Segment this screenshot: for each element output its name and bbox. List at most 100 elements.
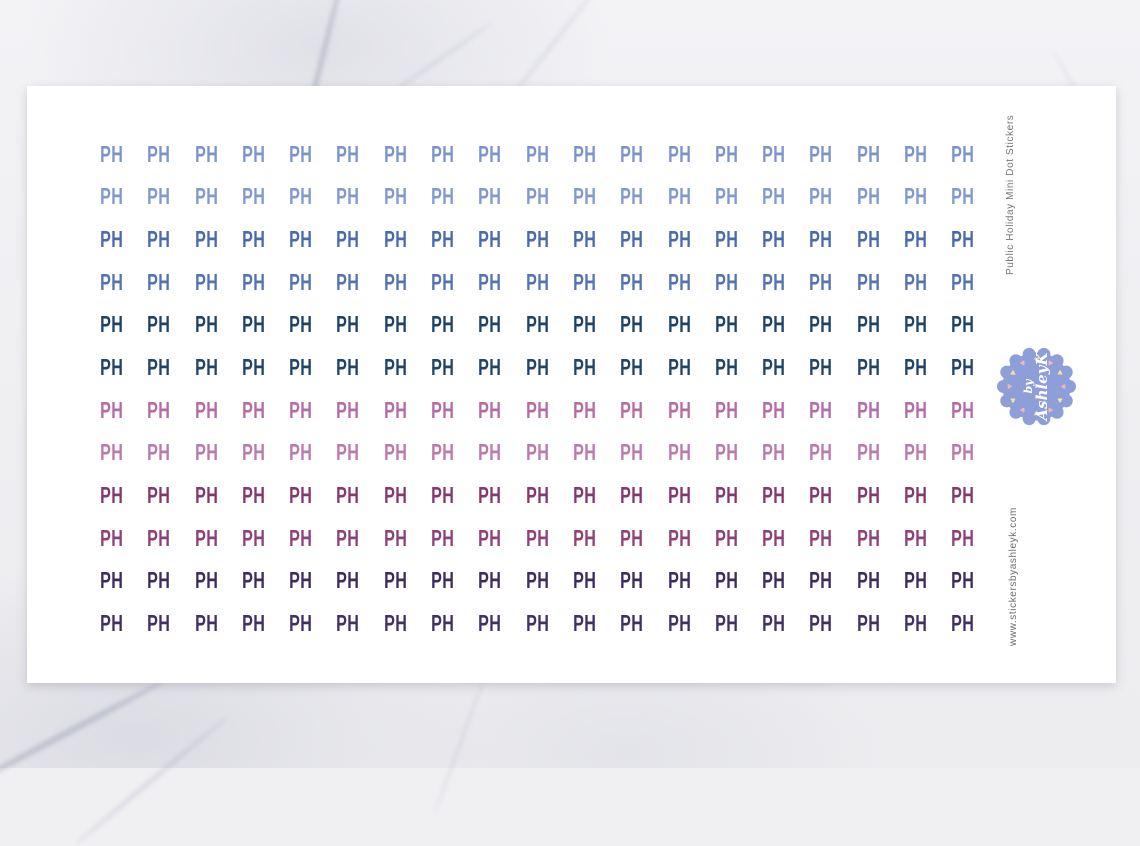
sticker: PH <box>714 354 739 381</box>
sticker: PH <box>478 481 502 508</box>
sticker: PH <box>525 481 549 508</box>
sticker: PH <box>573 439 597 466</box>
sticker: PH <box>100 396 124 423</box>
sticker: PH <box>620 140 644 167</box>
sticker: PH <box>904 396 928 423</box>
sticker: PH <box>762 226 786 253</box>
sticker: PH <box>431 439 455 466</box>
sticker: PH <box>667 524 691 551</box>
sticker: PH <box>904 524 928 551</box>
sticker: PH <box>573 226 597 253</box>
heart-icon: ♥ <box>1007 395 1018 405</box>
sticker: PH <box>809 311 833 338</box>
sticker: PH <box>714 524 739 551</box>
sticker: PH <box>194 354 218 381</box>
sticker: PH <box>714 396 739 423</box>
heart-icon: ♥ <box>1054 395 1065 405</box>
sticker: PH <box>431 396 455 423</box>
sticker: PH <box>762 268 786 295</box>
sticker: PH <box>620 439 644 466</box>
sticker: PH <box>762 524 786 551</box>
sticker: PH <box>478 354 502 381</box>
sticker: PH <box>856 567 880 594</box>
sticker: PH <box>525 567 549 594</box>
sticker: PH <box>525 226 549 253</box>
sticker: PH <box>573 609 597 636</box>
sticker: PH <box>573 268 597 295</box>
sticker: PH <box>431 140 455 167</box>
sticker: PH <box>431 354 455 381</box>
sticker: PH <box>714 311 739 338</box>
marble-vein <box>74 714 230 846</box>
sticker: PH <box>904 140 928 167</box>
sticker: PH <box>478 396 502 423</box>
sticker: PH <box>714 439 739 466</box>
sticker: PH <box>904 354 928 381</box>
sticker: PH <box>667 268 691 295</box>
sticker: PH <box>904 311 928 338</box>
brand-badge: ♥ ♥ ♥ ♥ ♥ ♥ ♥ ♥ ♥ ♥ ♥ ♥ by AshleyK <box>994 344 1079 429</box>
sticker: PH <box>289 354 313 381</box>
sticker: PH <box>100 140 124 167</box>
heart-icon: ♥ <box>1018 404 1028 415</box>
sticker: PH <box>289 567 313 594</box>
sticker: PH <box>904 268 928 295</box>
sticker: PH <box>242 481 266 508</box>
sticker: PH <box>383 140 407 167</box>
heart-icon: ♥ <box>1045 357 1055 368</box>
sticker: PH <box>336 609 360 636</box>
sticker: PH <box>904 609 928 636</box>
sticker: PH <box>383 396 407 423</box>
sticker: PH <box>242 183 266 210</box>
sticker: PH <box>194 439 218 466</box>
sticker: PH <box>620 354 644 381</box>
sticker: PH <box>383 524 407 551</box>
sticker: PH <box>431 183 455 210</box>
sticker: PH <box>383 481 407 508</box>
sticker: PH <box>951 609 975 636</box>
sticker: PH <box>383 609 407 636</box>
sticker: PH <box>100 439 124 466</box>
heart-icon: ♥ <box>1054 368 1065 378</box>
sticker: PH <box>194 567 218 594</box>
sticker: PH <box>194 396 218 423</box>
sticker: PH <box>904 481 928 508</box>
sticker: PH <box>667 311 691 338</box>
sticker: PH <box>147 439 171 466</box>
sticker: PH <box>100 567 124 594</box>
sticker: PH <box>336 311 360 338</box>
sticker: PH <box>431 609 455 636</box>
sticker: PH <box>478 567 502 594</box>
sticker: PH <box>383 183 407 210</box>
sticker: PH <box>951 439 975 466</box>
sticker: PH <box>573 567 597 594</box>
sticker: PH <box>951 354 975 381</box>
sticker: PH <box>667 183 691 210</box>
sticker-grid: PH PH PH PH PH PH PH PH PH PH PH PH PH PH PH PH PH PH PH PH… <box>88 133 987 645</box>
sticker: PH <box>809 268 833 295</box>
sticker: PH <box>620 524 644 551</box>
sticker: PH <box>904 226 928 253</box>
sticker: PH <box>525 439 549 466</box>
sticker: PH <box>714 268 739 295</box>
sticker: PH <box>100 226 124 253</box>
sticker: PH <box>573 354 597 381</box>
sticker: PH <box>667 226 691 253</box>
sticker: PH <box>762 439 786 466</box>
sticker: PH <box>714 567 739 594</box>
sticker: PH <box>100 183 124 210</box>
sticker: PH <box>525 140 549 167</box>
sticker: PH <box>951 140 975 167</box>
scallop-badge-icon: ♥ ♥♥♥♥♥♥♥♥♥♥♥ <box>997 347 1076 426</box>
sticker: PH <box>289 140 313 167</box>
sticker: PH <box>667 439 691 466</box>
sticker: PH <box>714 609 739 636</box>
sticker: PH <box>951 311 975 338</box>
sticker: PH <box>904 567 928 594</box>
sticker: PH <box>383 439 407 466</box>
sticker: PH <box>336 481 360 508</box>
sticker: PH <box>147 183 171 210</box>
heart-icon: ♥ <box>1059 384 1069 389</box>
sticker: PH <box>383 226 407 253</box>
sticker: PH <box>525 183 549 210</box>
